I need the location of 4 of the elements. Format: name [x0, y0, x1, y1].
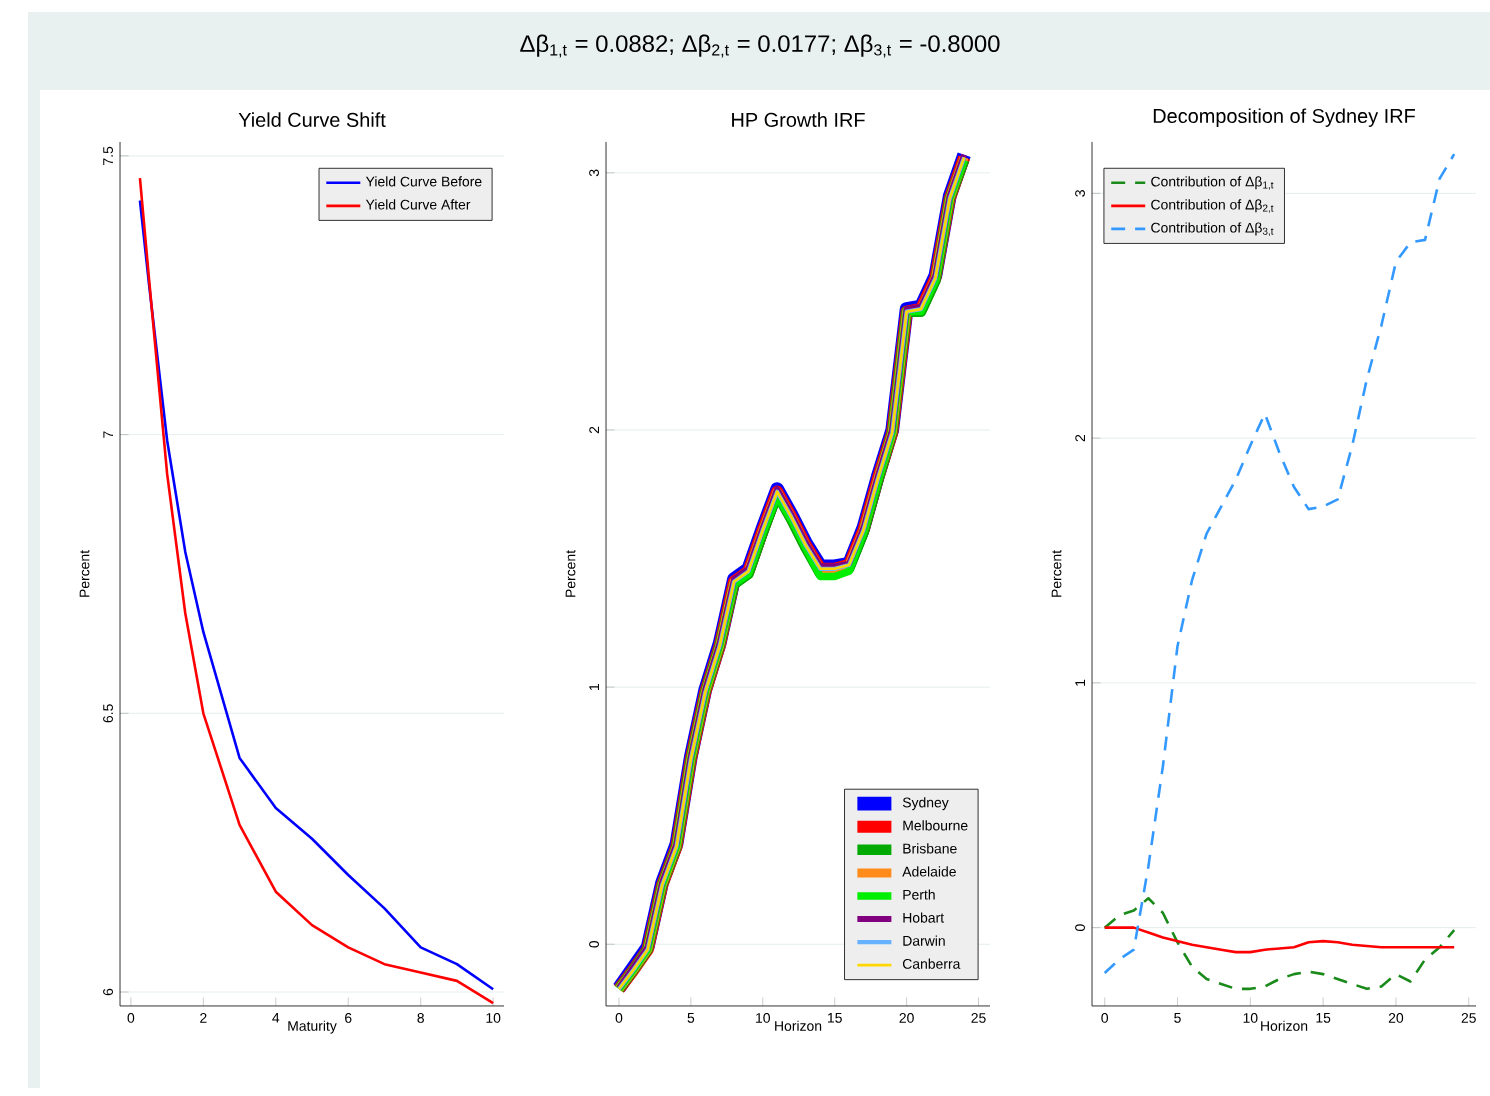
chart-title: HP Growth IRF [732, 112, 865, 127]
text: Δβ$_{1,t}$ = 0.0882; Δβ$_{2,t}$ = 0.0177; Δβ$_{3,t}$ = -0.8000 [520, 34, 1000, 58]
chart-title: Decomposition of Sydney IRF [1153, 108, 1415, 127]
chart-title: Yield Curve Shift [238, 112, 386, 127]
